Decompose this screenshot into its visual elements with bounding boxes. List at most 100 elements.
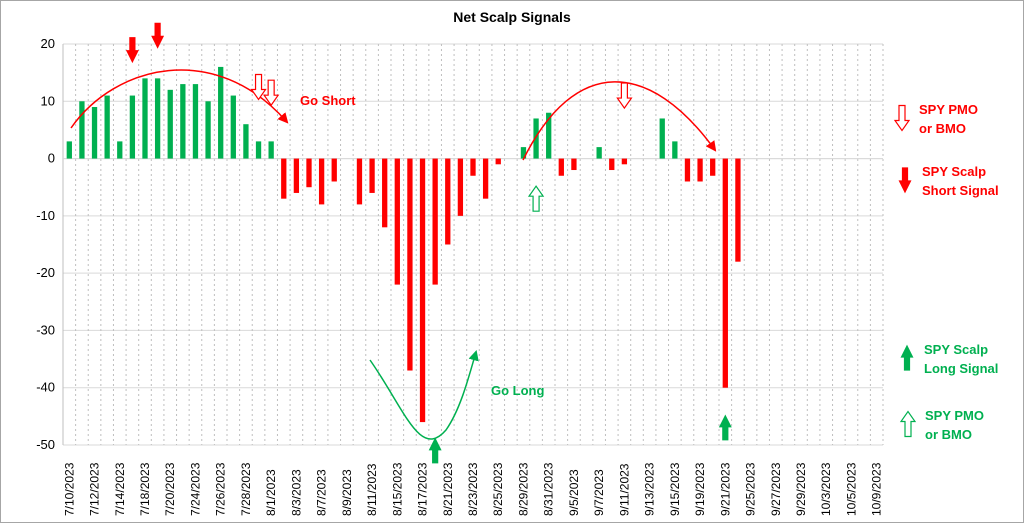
bar-8/14/2023 [382,158,388,228]
bar-9/14/2023 [659,118,665,159]
bar-7/28/2023 [243,124,249,159]
bar-7/13/2023 [104,95,110,159]
x-tick-label: 9/27/2023 [769,462,783,516]
bar-8/25/2023 [495,158,501,165]
x-tick-label: 9/21/2023 [718,462,732,516]
x-tick-label: 9/11/2023 [617,463,631,516]
bar-9/20/2023 [710,158,716,176]
bar-8/30/2023 [533,118,539,159]
bar-7/14/2023 [117,141,123,159]
legend-label: SPY PMO [925,408,984,423]
signal-markers [125,22,732,464]
y-tick-label: 0 [48,151,55,166]
bar-7/24/2023 [192,84,199,159]
signal-short-filled-icon [125,37,139,64]
bar-7/18/2023 [142,78,148,159]
signal-long-hollow-icon [527,185,545,212]
legend-label: SPY PMO [919,102,978,117]
x-tick-label: 8/17/2023 [416,462,430,516]
bar-8/3/2023 [293,158,300,193]
bar-7/25/2023 [205,101,211,159]
y-tick-label: 20 [41,36,55,51]
bar-8/23/2023 [470,158,476,176]
bar-8/1/2023 [268,141,274,159]
legend-label: Short Signal [922,183,999,198]
x-axis: 7/10/2023 7/12/2023 7/14/2023 7/18/2023 7/20… [62,462,883,516]
go-short-trend-curve [70,69,289,129]
legend: SPY PMO or BMO SPY Scalp Short Signal SPY Sc… [893,102,999,442]
legend-long-filled-icon [900,344,914,371]
bar-9/11/2023 [621,158,628,165]
bar-9/22/2023 [735,158,741,262]
legend-short-hollow-icon [893,104,911,132]
y-tick-label: -10 [36,208,55,223]
go-short-label: Go Short [300,93,356,108]
bar-9/7/2023 [596,147,602,159]
x-tick-label: 9/5/2023 [567,469,581,516]
x-tick-label: 7/20/2023 [163,462,177,516]
x-tick-label: 7/28/2023 [239,462,253,516]
x-tick-label: 8/11/2023 [365,463,379,516]
x-tick-label: 9/7/2023 [592,469,606,516]
x-tick-label: 10/3/2023 [819,462,833,516]
x-tick-label: 8/21/2023 [441,462,455,516]
bar-9/8/2023 [609,158,615,171]
bar-7/26/2023 [218,66,224,159]
bar-9/19/2023 [697,158,703,182]
bar-8/18/2023 [432,158,438,285]
signal-short-hollow-icon [263,79,280,107]
x-tick-label: 8/1/2023 [264,469,278,516]
x-tick-label: 9/29/2023 [794,462,808,516]
x-tick-label: 8/23/2023 [466,462,480,516]
x-tick-label: 8/15/2023 [390,462,404,516]
bar-8/31/2023 [546,112,552,159]
x-tick-label: 10/9/2023 [870,462,884,516]
x-tick-label: 7/26/2023 [214,462,228,516]
bar-7/19/2023 [154,78,161,159]
bar-8/11/2023 [369,158,375,193]
x-tick-label: 8/7/2023 [315,469,329,516]
x-tick-label: 9/15/2023 [668,462,682,516]
go-long-label: Go Long [491,383,544,398]
x-tick-label: 7/24/2023 [188,462,202,516]
x-tick-label: 9/13/2023 [643,462,657,516]
bar-8/21/2023 [445,158,451,245]
bar-8/10/2023 [356,158,363,205]
bar-9/15/2023 [672,141,678,159]
y-axis: 20 10 0 -10 -20 -30 -40 -50 [36,36,55,452]
bar-8/24/2023 [482,158,489,199]
bar-8/7/2023 [318,158,325,205]
chart-title: Net Scalp Signals [453,9,571,25]
signal-long-filled-icon [718,414,732,441]
y-tick-label: -40 [36,380,55,395]
signal-long-filled-icon [428,437,442,464]
go-long-trend-curve [369,349,479,440]
bar-8/29/2023 [520,147,527,159]
bar-7/27/2023 [230,95,236,159]
bar-8/2/2023 [281,158,287,199]
bar-9/1/2023 [558,158,564,176]
signal-short-hollow-icon [250,73,267,101]
bar-8/17/2023 [419,158,426,423]
legend-long-hollow-icon [899,410,917,438]
x-tick-label: 8/3/2023 [289,469,303,516]
x-tick-label: 8/25/2023 [491,462,505,516]
legend-label: or BMO [919,121,966,136]
grid [62,43,884,446]
legend-label: SPY Scalp [922,164,986,179]
x-tick-label: 7/12/2023 [88,462,102,516]
bar-8/8/2023 [331,158,337,182]
bar-7/11/2023 [79,101,85,159]
signal-short-hollow-icon [616,82,633,110]
y-tick-label: -30 [36,322,55,337]
legend-label: or BMO [925,427,972,442]
bar-8/22/2023 [457,158,464,216]
bar-7/31/2023 [255,141,262,159]
bar-8/16/2023 [407,158,413,371]
bar-9/5/2023 [571,158,577,171]
bar-7/20/2023 [167,89,173,159]
x-tick-label: 7/14/2023 [113,462,127,516]
bar-7/17/2023 [129,95,136,159]
legend-label: SPY Scalp [924,342,988,357]
